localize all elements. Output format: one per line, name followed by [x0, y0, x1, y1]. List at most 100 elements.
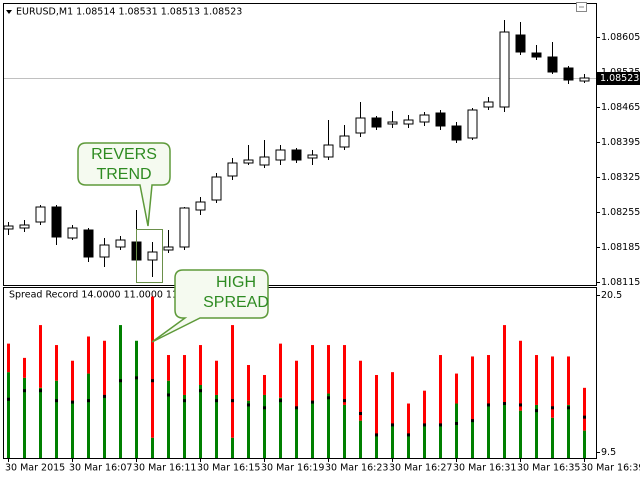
spread-avg-dot: [215, 399, 218, 403]
candle-body: [147, 251, 158, 261]
candle-body: [307, 154, 318, 159]
candle-body: [435, 112, 446, 127]
spread-max-bar: [423, 390, 426, 425]
spread-max-bar: [7, 343, 10, 373]
spread-avg-dot: [311, 400, 314, 404]
candle-body: [243, 159, 254, 164]
y-tick-label: 1.08465: [601, 102, 640, 113]
candle-body: [403, 119, 414, 125]
spread-avg-dot: [39, 389, 42, 393]
spread-min-bar: [135, 340, 138, 458]
spread-max-bar: [327, 345, 330, 394]
x-tick-label: 30 Mar 16:15: [197, 463, 260, 474]
x-tick-label: 30 Mar 16:11: [133, 463, 196, 474]
price-label: 1.08523: [600, 73, 639, 84]
spread-avg-dot: [407, 433, 410, 437]
y-tick-label: 20.5: [601, 290, 622, 301]
candle-body: [227, 162, 238, 177]
spread-avg-dot: [103, 394, 106, 398]
spread-avg-dot: [535, 409, 538, 413]
spread-avg-dot: [343, 399, 346, 403]
y-tick-label: 1.08325: [601, 172, 640, 183]
candle-body: [483, 101, 494, 108]
spread-max-bar: [343, 345, 346, 405]
spread-avg-dot: [375, 433, 378, 437]
spread-max-bar: [519, 340, 522, 411]
spread-max-bar: [471, 356, 474, 421]
spread-avg-dot: [231, 399, 234, 403]
spread-avg-dot: [87, 399, 90, 403]
candle-body: [35, 206, 46, 223]
x-tick-label: 30 Mar 16:39: [581, 463, 640, 474]
x-tick-label: 30 Mar 16:23: [325, 463, 388, 474]
spread-max-bar: [215, 360, 218, 395]
candle-body: [51, 206, 62, 238]
candle-body: [115, 239, 126, 248]
candle-body: [19, 224, 30, 229]
spread-min-bar: [375, 434, 378, 458]
spread-avg-dot: [359, 412, 362, 416]
callout-box: [151, 269, 269, 343]
spread-max-bar: [231, 325, 234, 438]
spread-max-bar: [375, 374, 378, 435]
spread-min-bar: [407, 434, 410, 458]
indicator-title: Spread Record 14.0000 11.0000 11.944: [9, 290, 199, 301]
spread-max-bar: [407, 403, 410, 435]
candle-body: [291, 149, 302, 161]
window-button[interactable]: [576, 2, 587, 12]
menu-arrow[interactable]: [6, 10, 12, 14]
candle-body: [387, 121, 398, 125]
spread-min-bar: [343, 404, 346, 458]
candle-body: [3, 225, 14, 230]
spread-min-bar: [263, 394, 266, 458]
highlight-box: [136, 229, 163, 283]
candle-body: [259, 156, 270, 166]
x-tick-label: 30 Mar 16:35: [517, 463, 580, 474]
spread-max-bar: [567, 356, 570, 405]
candle-body: [579, 77, 590, 82]
spread-min-bar: [503, 403, 506, 458]
spread-min-bar: [583, 430, 586, 458]
spread-max-bar: [151, 296, 154, 438]
spread-max-bar: [55, 345, 58, 381]
spread-avg-dot: [7, 397, 10, 401]
spread-min-bar: [279, 397, 282, 458]
spread-max-bar: [503, 325, 506, 404]
candle-body: [467, 109, 478, 139]
candle-body: [99, 244, 110, 258]
spread-min-bar: [247, 400, 250, 458]
spread-min-bar: [23, 377, 26, 458]
spread-avg-dot: [551, 406, 554, 410]
spread-max-bar: [455, 373, 458, 404]
spread-max-bar: [199, 345, 202, 385]
spread-min-bar: [551, 417, 554, 458]
spread-avg-dot: [503, 402, 506, 406]
spread-min-bar: [439, 424, 442, 458]
spread-max-bar: [279, 343, 282, 398]
spread-min-bar: [103, 394, 106, 458]
spread-max-bar: [311, 345, 314, 401]
spread-max-bar: [23, 357, 26, 378]
spread-max-bar: [247, 365, 250, 401]
x-tick-label: 30 Mar 16:07: [69, 463, 132, 474]
candle-body: [275, 149, 286, 161]
spread-avg-dot: [519, 403, 522, 407]
candle-body: [371, 117, 382, 128]
spread-min-bar: [295, 407, 298, 458]
spread-min-bar: [535, 404, 538, 458]
spread-min-bar: [519, 410, 522, 458]
spread-max-bar: [183, 355, 186, 395]
spread-max-bar: [295, 360, 298, 408]
spread-min-bar: [359, 420, 362, 458]
candle-body: [179, 207, 190, 248]
candle-body: [531, 52, 542, 58]
spread-min-bar: [471, 420, 474, 458]
spread-avg-dot: [279, 399, 282, 403]
spread-avg-dot: [263, 406, 266, 410]
annotation: TREND: [96, 166, 151, 183]
spread-avg-dot: [55, 399, 58, 403]
y-tick-label: 1.08185: [601, 242, 640, 253]
spread-max-bar: [39, 325, 42, 388]
candle-body: [355, 117, 366, 134]
candle-body: [339, 135, 350, 148]
